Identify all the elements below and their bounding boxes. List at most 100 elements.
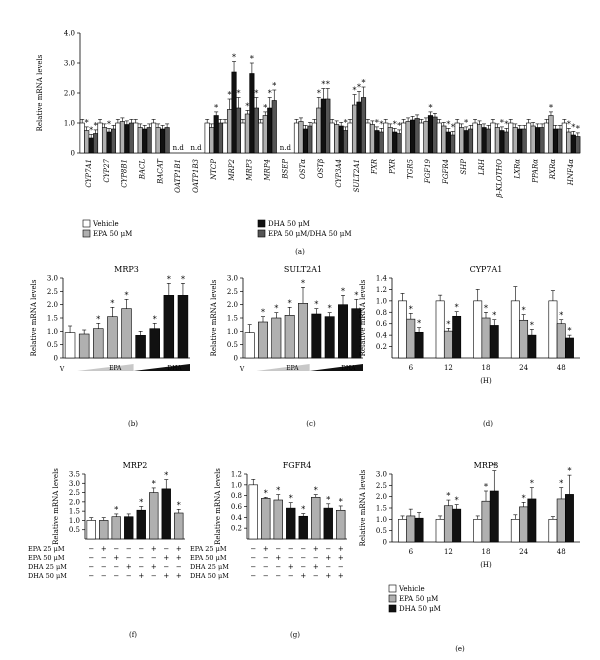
panel-a-bar [387,127,393,154]
panel-a-bar [218,122,224,154]
panel-a-bar [155,127,161,154]
panel-a-bar [427,115,434,154]
panel-g-row-label: EPA 25 μM [190,545,227,553]
panel-g-bar-significance: * [339,497,343,506]
panel-a-bar [396,133,402,154]
panel-a-category-label: PPARα [531,159,539,184]
panel-f-sign: − [113,563,119,571]
panel-g-y-tick-label: 0.6 [231,503,243,511]
panel-a-label: (a) [295,248,305,256]
panel-d-x-label: (H) [480,377,492,385]
panel-a-bar [311,122,317,154]
panel-a-category-label: MRP2 [228,158,236,181]
panel-f-y-tick-label: 3.0 [69,480,80,488]
panel-g-sign: − [275,545,281,553]
panel-d-bar [398,300,407,359]
panel-a-bar [570,134,576,154]
panel-a-bar [343,130,349,154]
panel-a-bar-significance: * [576,124,580,133]
panel-g-sign: + [325,572,331,580]
panel-a-y-label: Relative mRNA levels [36,54,44,131]
panel-g-sign: + [288,563,294,571]
panel-g-sign: − [250,572,256,580]
panel-a-bar [93,133,99,154]
panel-a-bar [249,73,255,154]
panel-f-sign: − [138,563,144,571]
panel-b-y-label: Relative mRNA levels [30,279,38,356]
panel-d-title: CYP7A1 [470,265,503,274]
panel-a-category-label: NTCP [210,159,218,181]
panel-f-bar [99,520,109,540]
panel-g-sign: − [263,563,269,571]
panel-a-y-tick-label: 0 [71,150,75,158]
panel-d-bar [489,325,499,359]
panel-f-bar-significance: * [164,471,168,480]
panel-g-title: FGFR4 [283,461,312,470]
panel-a-legend-label: DHA 50 μM [268,220,310,228]
panel-a-category-label: OSTα [299,159,307,179]
panel-e-bar [473,519,483,543]
panel-a-bar [151,122,157,154]
panel-e-bar [565,494,574,543]
panel-a-bar-significance: * [254,89,258,98]
panel-c-epa-wedge [256,364,310,371]
panel-e-x-label: (H) [480,561,492,569]
panel-d-y-tick-label: 1.2 [376,286,387,294]
panel-a-nd-label: n.d [173,144,185,152]
panel-c-bar [324,316,335,359]
panel-g-sign: + [338,545,344,553]
panel-b-title: MRP3 [114,265,139,274]
panel-d-bar [406,318,416,359]
panel-a-bar-significance: * [321,80,325,89]
panel-b-bar [163,295,175,359]
panel-e-bar-significance: * [559,479,563,488]
panel-d-bar-significance: * [446,320,450,329]
panel-g-row-label: DHA 50 μM [190,572,229,580]
panel-e-bar [406,515,416,543]
panel-a-bar [124,124,130,154]
panel-a-bar-significance: * [362,79,366,88]
panel-a-nd-label: n.d [280,144,292,152]
panel-f-sign: + [113,554,119,562]
panel-g-sign: − [300,545,306,553]
panel-d-y-tick-label: 0.6 [376,320,388,328]
panel-g-sign: − [275,572,281,580]
panel-c-bar [244,332,255,359]
panel-a-bar [401,122,407,154]
panel-g-sign: − [275,563,281,571]
panel-a-category-label: OSTβ [317,159,325,178]
panel-f-sign: + [176,572,182,580]
panel-e-y-label: Relative mRNA levels [359,469,367,546]
panel-d-bar [473,300,483,359]
panel-a-bar [329,122,335,154]
panel-b-bar [135,335,146,359]
panel-e-bar [398,519,407,543]
panel-a-bar [142,128,148,154]
panel-a-bar [526,122,532,154]
panel-a-bar [271,100,277,154]
panel-c-y-tick-label: 0 [234,355,238,363]
panel-a-bar [383,122,389,154]
panel-f-sign: − [113,545,119,553]
panel-a-bar [347,122,353,154]
panel-e-bar [527,498,537,543]
panel-b-bar [107,316,118,359]
panel-a-bar-significance: * [89,126,93,135]
panel-g-bar [286,507,296,540]
panel-g-sign: + [275,554,281,562]
panel-b-bar [149,328,160,359]
panel-a-bar [481,127,487,154]
panel-d-bar [452,315,462,359]
panel-b-y-tick-label: 1.5 [47,315,58,323]
panel-c-y-tick-label: 0.5 [227,341,238,349]
panel-a-bar [262,115,268,154]
panel-a-bar-significance: * [451,123,455,132]
panel-a-bar [204,122,210,154]
panel-e-x-tick-label: 24 [519,548,528,556]
panel-g-bar-significance: * [326,495,330,504]
panel-a-bar-significance: * [549,103,553,112]
panel-b-bar-significance: * [153,315,157,324]
panel-f-sign: − [88,545,94,553]
panel-g-sign: + [325,554,331,562]
panel-g-bar-significance: * [276,486,280,495]
